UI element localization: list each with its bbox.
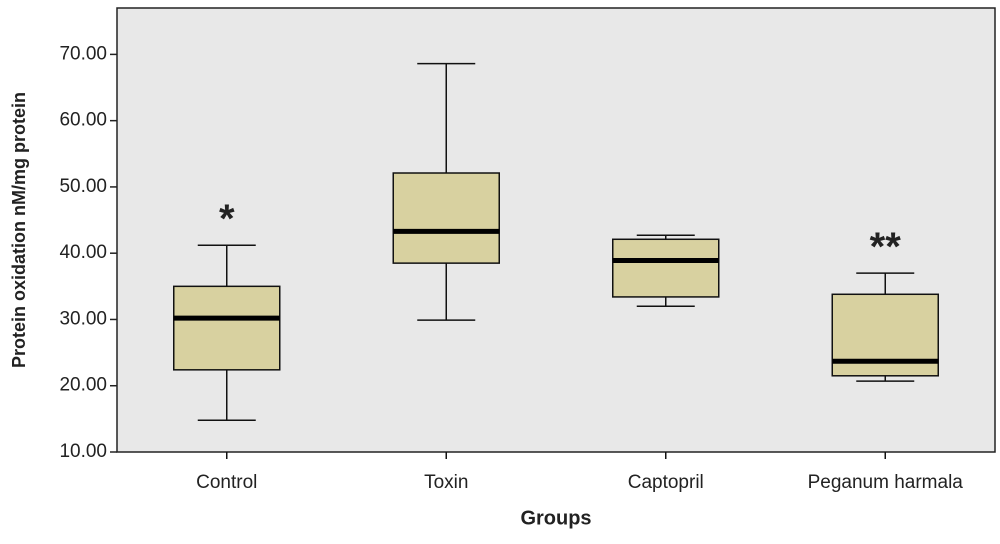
y-tick-label: 60.00 bbox=[59, 110, 107, 131]
x-tick-label: Captopril bbox=[628, 472, 704, 493]
y-tick-label: 40.00 bbox=[59, 242, 107, 263]
box bbox=[392, 172, 500, 264]
y-tick-label: 50.00 bbox=[59, 176, 107, 197]
y-tick-label: 70.00 bbox=[59, 43, 107, 64]
plot-area bbox=[116, 7, 996, 453]
y-tick-label: 30.00 bbox=[59, 308, 107, 329]
y-tick-label: 20.00 bbox=[59, 375, 107, 396]
box bbox=[612, 238, 720, 298]
x-axis-label: Groups bbox=[520, 507, 591, 529]
x-tick-label: Peganum harmala bbox=[808, 472, 964, 493]
box bbox=[173, 285, 281, 371]
y-tick-label: 10.00 bbox=[59, 441, 107, 462]
annotation: ** bbox=[870, 225, 902, 269]
annotation: * bbox=[219, 197, 235, 241]
x-tick-label: Toxin bbox=[424, 472, 468, 493]
x-tick-label: Control bbox=[196, 472, 257, 493]
y-axis-label: Protein oxidation nM/mg protein bbox=[9, 92, 29, 368]
